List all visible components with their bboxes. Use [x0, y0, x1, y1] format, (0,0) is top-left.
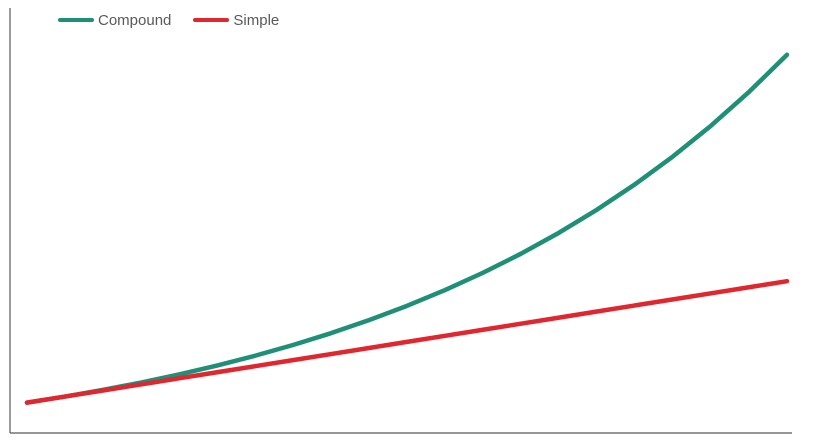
legend: Compound Simple	[58, 8, 279, 32]
legend-item-simple: Simple	[193, 12, 279, 29]
series-line-compound	[24, 52, 790, 405]
legend-swatch-simple	[193, 18, 230, 22]
series-line-simple	[24, 278, 790, 405]
legend-label-compound: Compound	[98, 11, 172, 29]
legend-label-simple: Simple	[233, 11, 280, 29]
legend-swatch-compound	[58, 18, 94, 22]
legend-item-compound: Compound	[58, 12, 171, 29]
